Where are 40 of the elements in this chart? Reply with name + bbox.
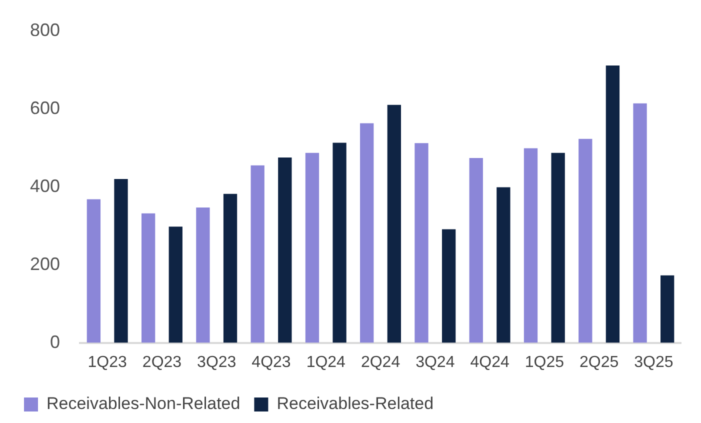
bar [524, 148, 538, 343]
x-tick-label: 2Q24 [360, 354, 400, 371]
x-tick-label: 2Q23 [142, 354, 182, 371]
bar [551, 152, 565, 343]
bar [360, 123, 374, 343]
legend-label: Receivables-Non-Related [46, 394, 240, 414]
bar [223, 194, 238, 343]
y-tick-label: 400 [30, 176, 60, 196]
bar [278, 158, 292, 343]
bar [114, 179, 128, 343]
bar [660, 275, 674, 343]
bar [606, 66, 620, 343]
y-tick-label: 600 [30, 98, 60, 118]
bar [469, 158, 483, 343]
y-tick-label: 0 [50, 332, 60, 352]
x-tick-label: 4Q24 [470, 354, 510, 371]
bar [414, 143, 428, 343]
x-tick-label: 1Q25 [524, 354, 564, 371]
bar [633, 103, 647, 343]
x-tick-label: 3Q24 [416, 354, 455, 371]
bar [250, 165, 264, 343]
y-tick-label: 800 [30, 20, 60, 40]
bar [496, 187, 510, 343]
x-tick-label: 3Q25 [634, 354, 674, 371]
legend-label: Receivables-Related [276, 394, 434, 414]
bar [332, 142, 346, 343]
x-tick-label: 1Q24 [306, 354, 346, 371]
y-tick-label: 200 [30, 254, 60, 274]
bar [578, 138, 592, 343]
bar [196, 207, 210, 343]
x-tick-label: 4Q23 [252, 354, 291, 371]
x-tick-label: 2Q25 [579, 354, 619, 371]
bar [86, 199, 101, 343]
bar [305, 152, 320, 343]
bar [168, 226, 182, 343]
x-tick-label: 1Q23 [88, 354, 128, 371]
bar [141, 213, 156, 343]
x-tick-label: 3Q23 [197, 354, 236, 371]
bar [387, 104, 402, 343]
bar [442, 229, 456, 343]
